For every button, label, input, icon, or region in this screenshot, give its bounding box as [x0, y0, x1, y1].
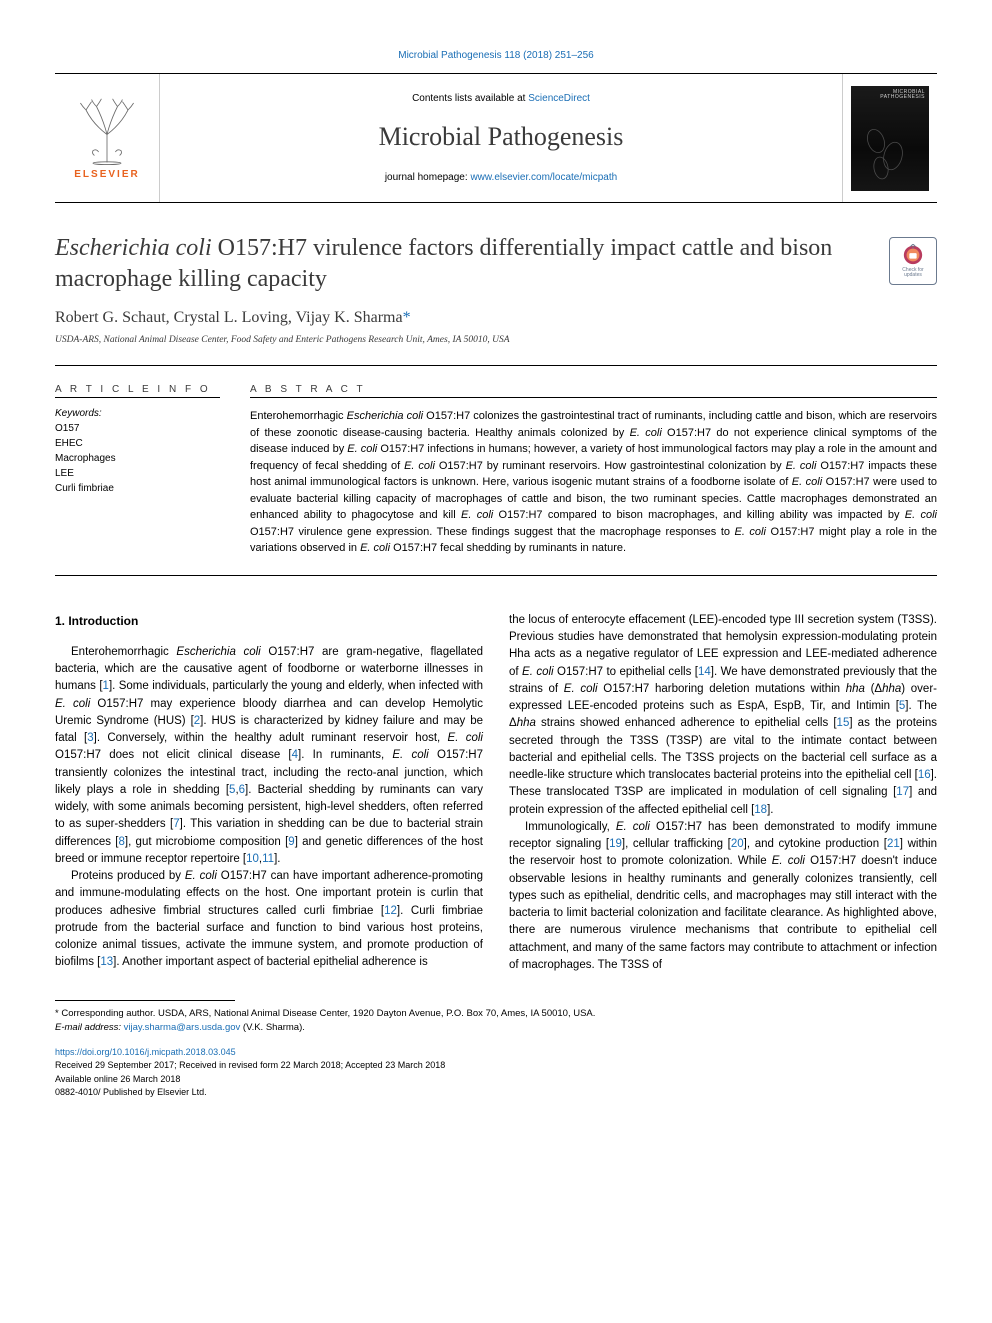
email-suffix: (V.K. Sharma). [240, 1022, 305, 1033]
check-updates-badge[interactable]: Check for updates [889, 237, 937, 285]
article-title: Escherichia coli O157:H7 virulence facto… [55, 233, 869, 295]
corr-note-text: * Corresponding author. USDA, ARS, Natio… [55, 1008, 595, 1019]
section-heading-introduction: 1. Introduction [55, 612, 483, 630]
journal-issue-link[interactable]: Microbial Pathogenesis 118 (2018) 251–25… [55, 50, 937, 61]
available-online: Available online 26 March 2018 [55, 1074, 180, 1084]
elsevier-tree-icon [72, 96, 142, 166]
authors-list: Robert G. Schaut, Crystal L. Loving, Vij… [55, 309, 937, 327]
homepage-url[interactable]: www.elsevier.com/locate/micpath [470, 172, 617, 183]
publication-metadata: https://doi.org/10.1016/j.micpath.2018.0… [55, 1046, 937, 1100]
keyword-item: EHEC [55, 436, 220, 451]
corresponding-author-note: * Corresponding author. USDA, ARS, Natio… [55, 1007, 937, 1036]
keyword-item: Macrophages [55, 451, 220, 466]
cover-title-line2: PATHOGENESIS [880, 95, 925, 101]
elsevier-wordmark: ELSEVIER [74, 169, 139, 180]
contents-available-line: Contents lists available at ScienceDirec… [160, 93, 842, 104]
journal-header-banner: ELSEVIER Contents lists available at Sci… [55, 73, 937, 203]
body-column-right: the locus of enterocyte effacement (LEE)… [509, 612, 937, 974]
sciencedirect-link[interactable]: ScienceDirect [528, 93, 590, 104]
publisher-logo-box: ELSEVIER [55, 74, 160, 202]
journal-cover-thumbnail: MICROBIAL PATHOGENESIS [851, 86, 929, 191]
corresponding-marker[interactable]: * [403, 309, 411, 326]
affiliation: USDA-ARS, National Animal Disease Center… [55, 335, 937, 345]
body-paragraph: Immunologically, E. coli O157:H7 has bee… [509, 819, 937, 974]
contents-prefix: Contents lists available at [412, 93, 528, 104]
abstract-column: A B S T R A C T Enterohemorrhagic Escher… [250, 384, 937, 557]
email-label: E-mail address: [55, 1022, 124, 1033]
article-info-column: A R T I C L E I N F O Keywords: O157 EHE… [55, 384, 220, 557]
homepage-line: journal homepage: www.elsevier.com/locat… [160, 172, 842, 183]
title-italic-species: Escherichia coli [55, 235, 212, 261]
body-paragraph: Proteins produced by E. coli O157:H7 can… [55, 868, 483, 972]
issn-publisher: 0882-4010/ Published by Elsevier Ltd. [55, 1087, 207, 1097]
keyword-item: O157 [55, 421, 220, 436]
received-dates: Received 29 September 2017; Received in … [55, 1060, 445, 1070]
journal-cover-box: MICROBIAL PATHOGENESIS [842, 74, 937, 202]
authors-names: Robert G. Schaut, Crystal L. Loving, Vij… [55, 309, 403, 326]
homepage-prefix: journal homepage: [385, 172, 471, 183]
keywords-label: Keywords: [55, 408, 220, 419]
body-paragraph: the locus of enterocyte effacement (LEE)… [509, 612, 937, 819]
abstract-heading: A B S T R A C T [250, 384, 937, 395]
banner-center: Contents lists available at ScienceDirec… [160, 74, 842, 202]
keyword-item: LEE [55, 466, 220, 481]
doi-link[interactable]: https://doi.org/10.1016/j.micpath.2018.0… [55, 1047, 236, 1057]
badge-line2: updates [904, 272, 922, 278]
abstract-text: Enterohemorrhagic Escherichia coli O157:… [250, 408, 937, 557]
keyword-item: Curli fimbriae [55, 481, 220, 496]
body-column-left: 1. Introduction Enterohemorrhagic Escher… [55, 612, 483, 974]
article-info-heading: A R T I C L E I N F O [55, 384, 220, 395]
corresponding-email-link[interactable]: vijay.sharma@ars.usda.gov [124, 1022, 241, 1033]
journal-title: Microbial Pathogenesis [160, 122, 842, 152]
body-paragraph: Enterohemorrhagic Escherichia coli O157:… [55, 644, 483, 868]
